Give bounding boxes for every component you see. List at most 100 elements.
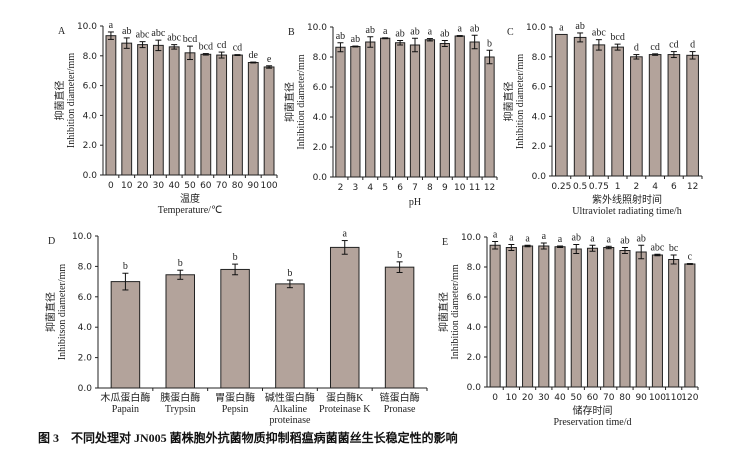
significance-letter: a	[458, 24, 463, 35]
x-tick-label: 90	[248, 181, 260, 191]
x-tick-label: 80	[619, 393, 631, 403]
panel-label: B	[288, 27, 295, 38]
significance-letter: b	[123, 261, 128, 272]
y-axis-label-cn: 抑菌直径	[502, 82, 515, 122]
x-axis-label-cn: 温度	[180, 192, 200, 205]
x-tick-label: 链蛋白酶	[380, 391, 420, 404]
significance-letter: b	[178, 258, 183, 269]
x-tick-label: 12	[687, 182, 698, 192]
bar	[168, 46, 180, 176]
significance-letter: ab	[572, 233, 581, 244]
significance-letter: a	[559, 22, 564, 33]
y-tick-label: 10.0	[307, 23, 327, 33]
x-tick-label: 100	[260, 181, 277, 191]
bar	[630, 56, 643, 177]
bar	[329, 246, 360, 389]
x-tick-label: 70	[216, 181, 228, 191]
significance-letter: a	[558, 234, 563, 245]
significance-letter: d	[690, 40, 695, 51]
bar	[667, 54, 681, 177]
significance-letter: ab	[575, 21, 584, 32]
x-tick-label: Trypsin	[165, 404, 196, 415]
significance-letter: c	[688, 252, 693, 263]
significance-letter: ab	[122, 26, 131, 37]
x-tick-label: 100	[649, 393, 666, 403]
bar	[635, 251, 647, 388]
significance-letter: ab	[470, 23, 479, 34]
x-axis-label-cn: 紫外线照射时间	[592, 193, 662, 206]
significance-letter: b	[287, 268, 292, 279]
x-tick-label: 木瓜蛋白酶	[100, 391, 150, 404]
bar	[668, 259, 680, 388]
y-tick-label: 6.0	[83, 82, 98, 92]
bar	[232, 54, 243, 176]
significance-letter: abc	[167, 33, 181, 44]
x-tick-label: 胃蛋白酶	[215, 391, 255, 404]
x-tick-label: 20	[137, 181, 149, 191]
significance-letter: a	[383, 26, 388, 37]
bar	[439, 43, 450, 178]
x-tick-label: 9	[442, 183, 448, 193]
panel-label: C	[507, 27, 514, 38]
x-tick-label: 碱性蛋白酶	[265, 391, 315, 404]
x-tick-label: 10	[121, 181, 133, 191]
bar	[394, 42, 406, 178]
significance-letter: ab	[336, 31, 345, 42]
y-axis-label: Inhibition diameter/mm	[450, 264, 461, 359]
y-tick-label: 4.0	[83, 111, 98, 121]
x-tick-label: 1	[615, 182, 621, 192]
bar	[384, 266, 415, 389]
bar	[200, 53, 212, 176]
x-tick-label: 胰蛋白酶	[160, 391, 200, 404]
y-tick-label: 4.0	[313, 113, 328, 123]
bar	[220, 268, 250, 389]
y-axis-label: Inhibition diameter/mm	[66, 53, 77, 148]
panel-A: 0.0 2.0 4.0 6.0 8.0 10.0 A 抑菌直径 Inhibition diame…	[53, 20, 278, 216]
bar	[165, 274, 196, 389]
x-tick-label: 10	[506, 393, 518, 403]
panel-B: 0.0 2.0 4.0 6.0 8.0 10.0 B 抑菌直径 Inhibition diame…	[283, 23, 498, 208]
x-tick-label: 蛋白酶K	[326, 391, 364, 404]
bar	[619, 250, 631, 388]
x-tick-label: 10	[454, 183, 466, 193]
y-tick-label: 6.0	[78, 293, 93, 303]
significance-letter: bcd	[199, 42, 213, 53]
y-tick-label: 2.0	[83, 141, 98, 151]
significance-letter: ab	[351, 34, 360, 45]
x-tick-label: 40	[554, 393, 566, 403]
x-axis-label: Preservation time/d	[553, 417, 631, 428]
y-tick-label: 6.0	[532, 83, 547, 93]
x-tick-label: 4	[652, 182, 658, 192]
significance-letter: b	[487, 38, 492, 49]
bar	[380, 37, 391, 178]
significance-letter: ab	[366, 25, 375, 36]
x-tick-label: 11	[469, 183, 480, 193]
significance-letter: e	[267, 54, 272, 65]
significance-letter: bcd	[610, 32, 624, 43]
x-tick-label: Proteinase K	[319, 404, 371, 415]
bar	[105, 35, 117, 176]
significance-letter: ab	[440, 29, 449, 40]
y-axis-label: Inhibition diameter/mm	[515, 54, 526, 149]
bar	[555, 33, 568, 177]
x-tick-label: 60	[587, 393, 599, 403]
panel-label: A	[58, 26, 66, 37]
bar	[505, 247, 517, 388]
y-tick-label: 4.0	[532, 112, 547, 122]
x-tick-label: 30	[538, 393, 550, 403]
significance-letter: d	[634, 43, 639, 54]
significance-letter: ab	[636, 233, 645, 244]
x-tick-label: 3	[352, 183, 358, 193]
y-axis-label-cn: 抑菌直径	[283, 82, 296, 122]
x-tick-label: 2	[634, 182, 640, 192]
y-tick-label: 0.0	[78, 384, 93, 394]
bar	[489, 244, 501, 388]
bar	[586, 247, 599, 388]
significance-letter: bcd	[183, 34, 197, 45]
x-axis-label-cn: 储存时间	[573, 404, 613, 417]
y-tick-label: 8.0	[532, 53, 547, 63]
x-tick-label: 30	[153, 181, 165, 191]
bar	[570, 248, 582, 388]
x-tick-label: Pronase	[384, 404, 416, 415]
